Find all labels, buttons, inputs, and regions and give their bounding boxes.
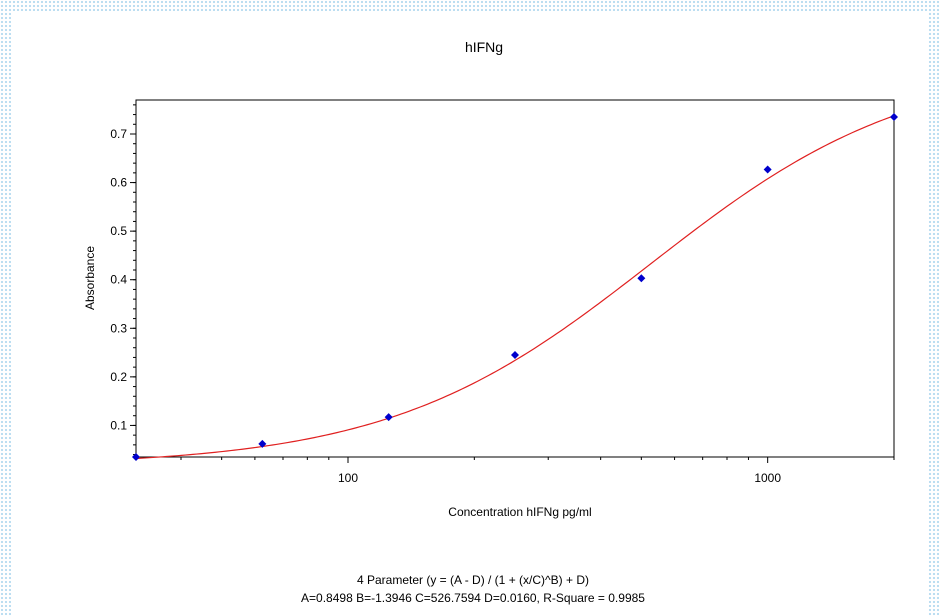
y-tick-label: 0.4 bbox=[110, 273, 127, 287]
parameters-text: A=0.8498 B=-1.3946 C=526.7594 D=0.0160, … bbox=[301, 591, 645, 605]
y-axis-label: Absorbance bbox=[83, 246, 97, 310]
plot-area: 0.1 0.2 0.3 0.4 0.5 0.6 0.7 100 1000 bbox=[110, 99, 898, 485]
data-point bbox=[890, 113, 898, 121]
chart-title: hIFNg bbox=[465, 39, 503, 55]
x-tick-label: 100 bbox=[338, 471, 358, 485]
data-point bbox=[132, 453, 140, 461]
data-points bbox=[132, 113, 898, 461]
data-point bbox=[637, 274, 646, 283]
y-tick-label: 0.1 bbox=[110, 418, 127, 432]
chart-panel bbox=[11, 11, 928, 616]
equation-text: 4 Parameter (y = (A - D) / (1 + (x/C)^B)… bbox=[357, 573, 589, 587]
data-point bbox=[384, 413, 393, 422]
fit-curve bbox=[135, 115, 895, 460]
x-tick-label: 1000 bbox=[754, 471, 781, 485]
x-axis-label: Concentration hIFNg pg/ml bbox=[448, 505, 591, 519]
plot-frame bbox=[135, 99, 895, 458]
data-point bbox=[258, 439, 267, 448]
data-point bbox=[511, 351, 519, 359]
y-tick-label: 0.3 bbox=[110, 321, 127, 335]
y-tick-label: 0.6 bbox=[110, 176, 127, 190]
x-axis: 100 1000 bbox=[180, 457, 895, 485]
y-axis: 0.1 0.2 0.3 0.4 0.5 0.6 0.7 bbox=[110, 104, 136, 456]
y-tick-label: 0.5 bbox=[110, 224, 127, 238]
y-tick-label: 0.2 bbox=[110, 370, 127, 384]
y-tick-label: 0.7 bbox=[110, 127, 127, 141]
data-point bbox=[763, 165, 772, 174]
